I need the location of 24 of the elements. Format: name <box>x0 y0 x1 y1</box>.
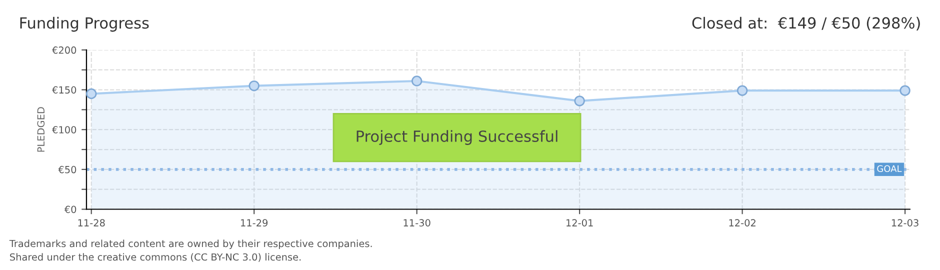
point <box>900 85 910 96</box>
x-tick-label: 12-02 <box>729 219 756 226</box>
y-tick-label: €0 <box>64 206 76 214</box>
y-tick-label: €100 <box>52 126 76 134</box>
x-tick-label: 11-30 <box>404 219 430 226</box>
point <box>574 96 585 106</box>
point <box>411 76 422 86</box>
point <box>736 85 748 96</box>
x-tick-label: 12-03 <box>892 219 918 226</box>
chart-title: Funding Progress <box>20 16 149 32</box>
x-tick-label: 11-29 <box>241 219 268 226</box>
ref-line-label: GOAL <box>877 165 902 172</box>
point <box>248 80 260 92</box>
text: Shared under the creative commons (CC BY-NC 3.0) license. <box>10 253 301 262</box>
x-tick-label: 12-01 <box>566 219 593 226</box>
y-axis-title: PLEDGED <box>37 107 45 152</box>
y-tick-label: €50 <box>58 166 76 174</box>
text: Trademarks and related content are owned by their respective companies. <box>9 240 372 250</box>
x-tick-label: 11-28 <box>78 219 105 226</box>
y-tick-label: €200 <box>52 46 76 54</box>
y-tick-label: €150 <box>52 86 76 94</box>
annotation: Project Funding Successful <box>356 130 558 145</box>
chart-subtitle: Closed at: €149 / €50 (298%) <box>692 16 920 31</box>
point <box>86 88 97 100</box>
